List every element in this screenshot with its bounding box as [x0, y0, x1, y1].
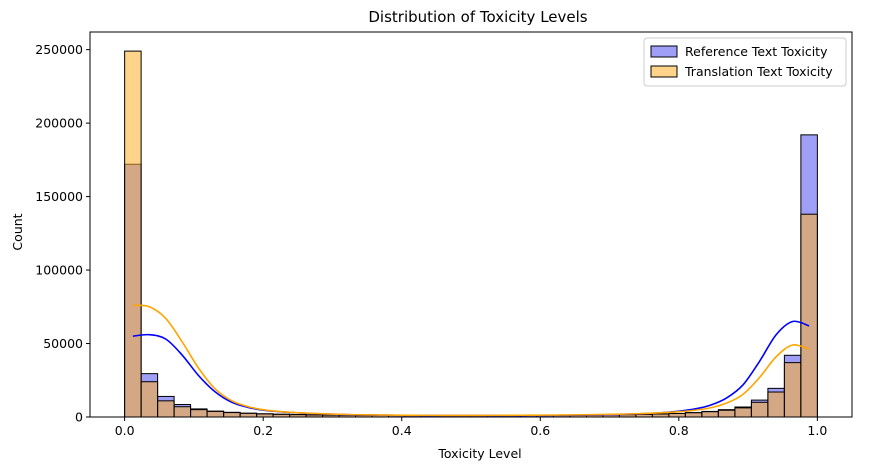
histogram-bar [783, 362, 802, 418]
x-tick-label: 0.4 [392, 423, 412, 438]
y-axis-title: Count [10, 213, 25, 250]
legend-box [643, 37, 847, 87]
histogram-bar [124, 50, 142, 418]
histogram-bar [190, 409, 208, 418]
histogram-bar [140, 381, 159, 418]
histogram-bar [800, 213, 818, 418]
x-tick-label: 0.6 [530, 423, 550, 438]
histogram-bar [173, 406, 192, 418]
y-tick-label: 150000 [35, 189, 83, 204]
y-tick-label: 100000 [35, 263, 83, 278]
legend-label: Reference Text Toxicity [685, 44, 828, 59]
legend-swatch [650, 45, 678, 58]
histogram-bar [734, 407, 752, 418]
y-tick-label: 50000 [43, 336, 83, 351]
histogram-bar [750, 401, 769, 418]
axes: 0.0 0.2 0.4 0.6 0.8 1.0 0 50000 100000 150000 2000… [35, 31, 853, 438]
y-tick-label: 0 [75, 410, 83, 425]
histogram-bar [717, 409, 736, 418]
histogram-bar [206, 410, 225, 418]
series-2-kde-line [132, 304, 810, 417]
chart-title: Distribution of Toxicity Levels [368, 8, 587, 26]
axes-frame [89, 31, 853, 418]
histogram-bar [684, 412, 703, 418]
legend: Reference Text Toxicity Translation Text … [643, 37, 847, 87]
x-tick-label: 0.2 [253, 423, 273, 438]
y-tick-label: 200000 [35, 116, 83, 131]
x-tick-label: 1.0 [807, 423, 827, 438]
x-tick-label: 0.8 [669, 423, 689, 438]
histogram-bar [767, 391, 785, 418]
y-tick-label: 250000 [35, 42, 83, 57]
legend-swatch [650, 65, 678, 78]
legend-label: Translation Text Toxicity [684, 64, 833, 79]
x-tick-label: 0.0 [115, 423, 135, 438]
histogram-bar [701, 411, 719, 418]
x-axis-title: Toxicity Level [437, 446, 521, 461]
histogram-bar [668, 412, 686, 418]
histogram-bar [239, 412, 258, 418]
histogram-bar [223, 412, 241, 418]
histogram-bar [157, 400, 175, 418]
